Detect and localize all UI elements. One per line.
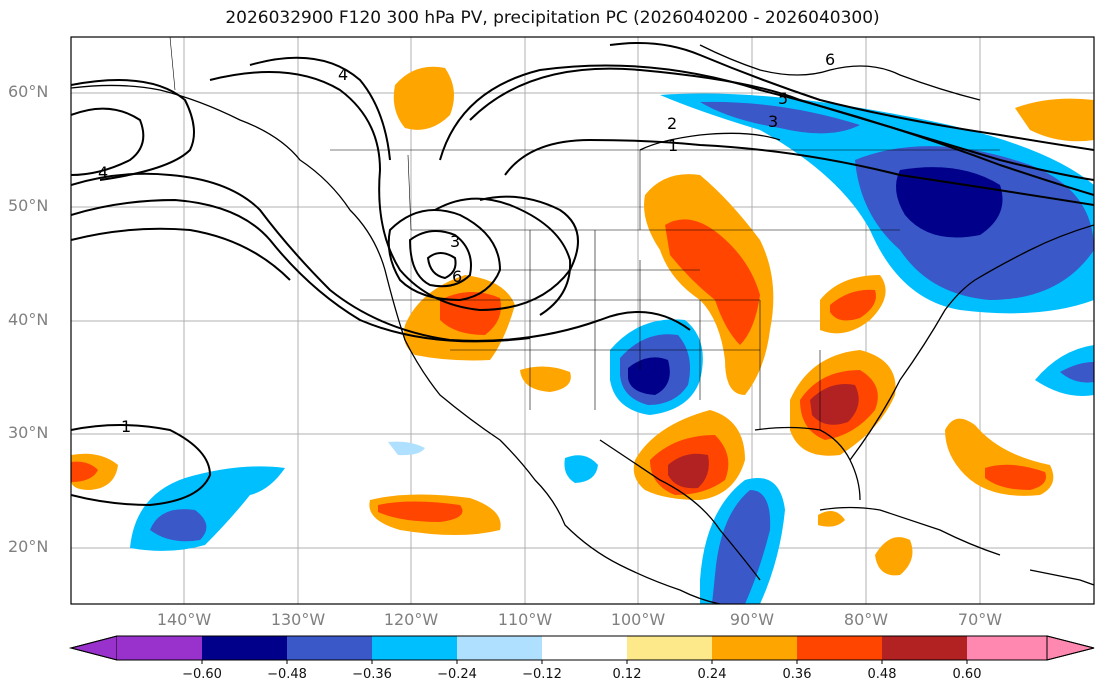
positive-precip-areas — [71, 66, 1094, 576]
negative-precip-areas — [130, 93, 1094, 604]
colorbar-tick: 0.48 — [867, 667, 897, 682]
lat-label-20n: 20°N — [8, 537, 49, 556]
contour-label-4: 4 — [98, 163, 108, 182]
colorbar-tick: −0.48 — [267, 667, 307, 682]
lon-label-110w: 110°W — [497, 610, 553, 629]
lon-label-140w: 140°W — [156, 610, 212, 629]
contour-label-1b: 1 — [668, 136, 678, 155]
lat-label-60n: 60°N — [8, 82, 49, 101]
colorbar-tick: 0.12 — [612, 667, 642, 682]
contour-label-6: 6 — [452, 267, 462, 286]
lon-label-70w: 70°W — [957, 610, 1003, 629]
colorbar-tick: −0.60 — [182, 667, 222, 682]
contour-label-3b: 3 — [450, 232, 460, 251]
state-borders — [169, 37, 1000, 430]
contour-label-4b: 4 — [338, 65, 348, 84]
lon-label-80w: 80°W — [843, 610, 889, 629]
lon-label-100w: 100°W — [610, 610, 666, 629]
colorbar-tick: 0.60 — [952, 667, 982, 682]
contour-label-2: 2 — [667, 114, 677, 133]
lon-label-90w: 90°W — [729, 610, 775, 629]
contour-label-5: 5 — [778, 89, 788, 108]
lon-label-120w: 120°W — [383, 610, 439, 629]
contour-label-1: 1 — [121, 417, 131, 436]
colorbar-tick: 0.36 — [782, 667, 812, 682]
lat-label-30n: 30°N — [8, 423, 49, 442]
lat-label-50n: 50°N — [8, 196, 49, 215]
contour-label-group: 1 1 2 3 3 4 4 5 6 6 — [98, 50, 835, 436]
colorbar-tick: 0.24 — [697, 667, 727, 682]
contour-label-6b: 6 — [825, 50, 835, 69]
colorbar-tick: −0.24 — [437, 667, 477, 682]
pv-contours — [71, 41, 1094, 507]
map-frame — [70, 36, 1095, 605]
coastlines — [71, 44, 1094, 604]
lat-label-40n: 40°N — [8, 310, 49, 329]
colorbar-tick: −0.36 — [352, 667, 392, 682]
colorbar-tick: −0.12 — [522, 667, 562, 682]
contour-label-3: 3 — [768, 112, 778, 131]
colorbar — [69, 635, 1095, 664]
map-title: 2026032900 F120 300 hPa PV, precipitatio… — [225, 8, 880, 28]
lon-label-130w: 130°W — [270, 610, 326, 629]
